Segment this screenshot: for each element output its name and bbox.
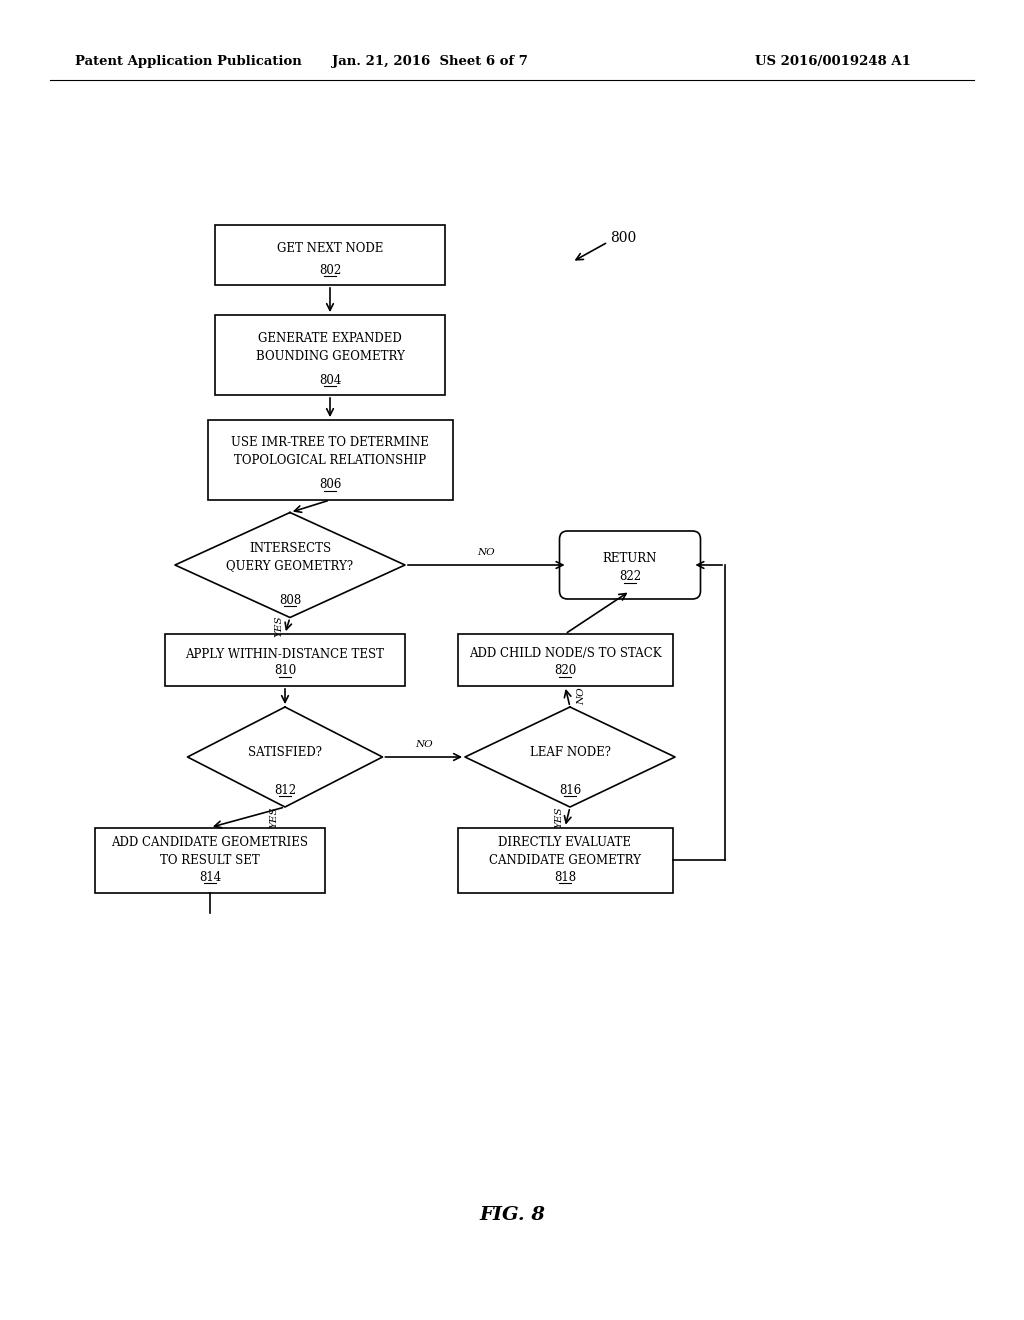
FancyBboxPatch shape [458, 634, 673, 686]
Text: YES: YES [269, 807, 278, 828]
Text: 816: 816 [559, 784, 582, 796]
FancyBboxPatch shape [208, 420, 453, 500]
FancyBboxPatch shape [559, 531, 700, 599]
Text: YES: YES [274, 615, 283, 636]
Text: 806: 806 [318, 479, 341, 491]
Text: FIG. 8: FIG. 8 [479, 1206, 545, 1224]
FancyBboxPatch shape [215, 315, 445, 395]
Text: SATISFIED?: SATISFIED? [248, 747, 322, 759]
Text: INTERSECTS
QUERY GEOMETRY?: INTERSECTS QUERY GEOMETRY? [226, 543, 353, 572]
FancyBboxPatch shape [458, 828, 673, 892]
FancyBboxPatch shape [95, 828, 325, 892]
Text: ADD CHILD NODE/S TO STACK: ADD CHILD NODE/S TO STACK [469, 648, 662, 660]
FancyBboxPatch shape [215, 224, 445, 285]
Text: NO: NO [477, 548, 495, 557]
Text: LEAF NODE?: LEAF NODE? [529, 747, 610, 759]
Text: US 2016/0019248 A1: US 2016/0019248 A1 [755, 55, 911, 69]
Text: ADD CANDIDATE GEOMETRIES
TO RESULT SET: ADD CANDIDATE GEOMETRIES TO RESULT SET [112, 837, 308, 867]
Text: YES: YES [554, 807, 563, 828]
Text: Jan. 21, 2016  Sheet 6 of 7: Jan. 21, 2016 Sheet 6 of 7 [332, 55, 528, 69]
Text: RETURN: RETURN [603, 553, 657, 565]
Text: 808: 808 [279, 594, 301, 607]
Text: 810: 810 [273, 664, 296, 677]
Text: NO: NO [415, 741, 432, 748]
Text: USE IMR-TREE TO DETERMINE
TOPOLOGICAL RELATIONSHIP: USE IMR-TREE TO DETERMINE TOPOLOGICAL RE… [231, 437, 429, 467]
Text: Patent Application Publication: Patent Application Publication [75, 55, 302, 69]
Text: 818: 818 [554, 871, 577, 884]
Text: GENERATE EXPANDED
BOUNDING GEOMETRY: GENERATE EXPANDED BOUNDING GEOMETRY [256, 331, 404, 363]
FancyBboxPatch shape [165, 634, 406, 686]
Text: 804: 804 [318, 374, 341, 387]
Text: GET NEXT NODE: GET NEXT NODE [276, 243, 383, 256]
Text: 814: 814 [199, 871, 221, 884]
Text: 820: 820 [554, 664, 577, 677]
Text: 822: 822 [618, 570, 641, 583]
Text: 802: 802 [318, 264, 341, 276]
Text: APPLY WITHIN-DISTANCE TEST: APPLY WITHIN-DISTANCE TEST [185, 648, 384, 660]
Text: 800: 800 [610, 231, 636, 246]
Text: 812: 812 [274, 784, 296, 796]
Text: NO: NO [577, 688, 586, 705]
Text: DIRECTLY EVALUATE
CANDIDATE GEOMETRY: DIRECTLY EVALUATE CANDIDATE GEOMETRY [489, 837, 641, 867]
